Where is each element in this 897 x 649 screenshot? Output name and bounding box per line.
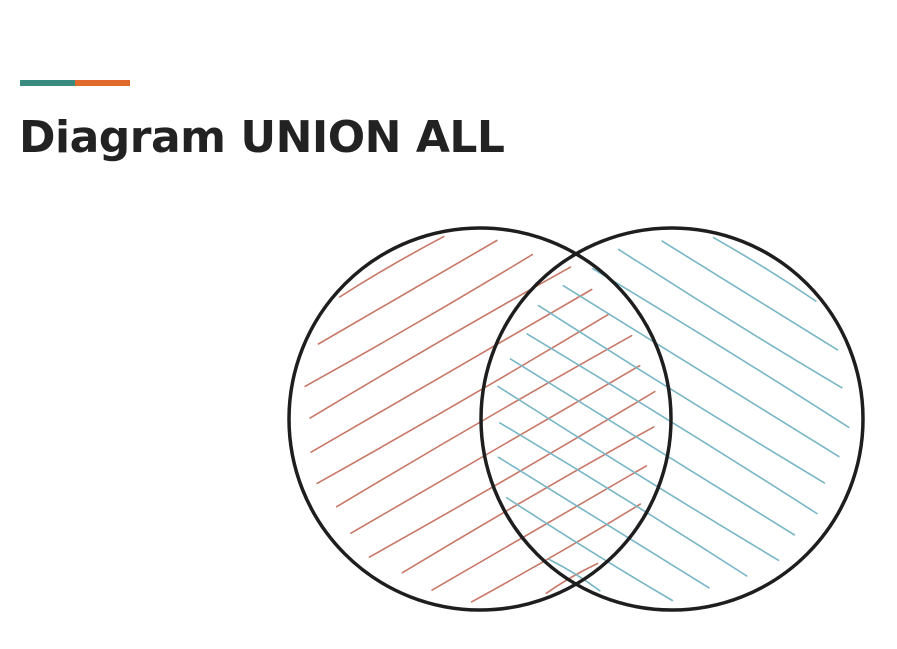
right-hatch-stroke	[505, 496, 674, 602]
right-hatch-stroke	[712, 236, 817, 302]
left-hatch-stroke	[368, 390, 656, 558]
right-set-circle	[479, 226, 865, 612]
right-hatch-stroke	[548, 558, 601, 592]
left-hatch-stroke	[350, 364, 641, 534]
accent-bar	[20, 80, 130, 86]
right-hatch-stroke	[661, 240, 839, 351]
left-hatch-stroke	[317, 239, 498, 345]
accent-bar-teal-segment	[20, 80, 75, 86]
left-hatch-stroke	[470, 503, 642, 603]
right-hatch-stroke	[497, 385, 780, 562]
right-hatch-stroke	[509, 358, 796, 536]
right-hatch-stroke	[617, 248, 843, 389]
left-hatch-stroke	[304, 253, 534, 388]
right-hatch-stroke	[592, 267, 850, 429]
left-set-hatching	[304, 235, 656, 603]
left-hatch-stroke	[316, 313, 609, 485]
accent-bar-orange-segment	[75, 80, 130, 86]
left-hatch-stroke	[310, 288, 593, 453]
left-hatch-stroke	[338, 235, 445, 298]
right-set-hatching	[497, 236, 850, 602]
left-hatch-stroke	[335, 334, 633, 508]
right-hatch-stroke	[537, 304, 826, 484]
left-hatch-stroke	[401, 426, 655, 574]
right-hatch-stroke	[562, 284, 840, 458]
right-hatch-stroke	[499, 422, 748, 577]
right-hatch-stroke	[497, 456, 710, 589]
left-hatch-stroke	[431, 465, 648, 591]
left-set-circle	[287, 226, 673, 612]
left-hatch-stroke	[545, 562, 599, 595]
slide-title: Diagram UNION ALL	[19, 112, 505, 163]
